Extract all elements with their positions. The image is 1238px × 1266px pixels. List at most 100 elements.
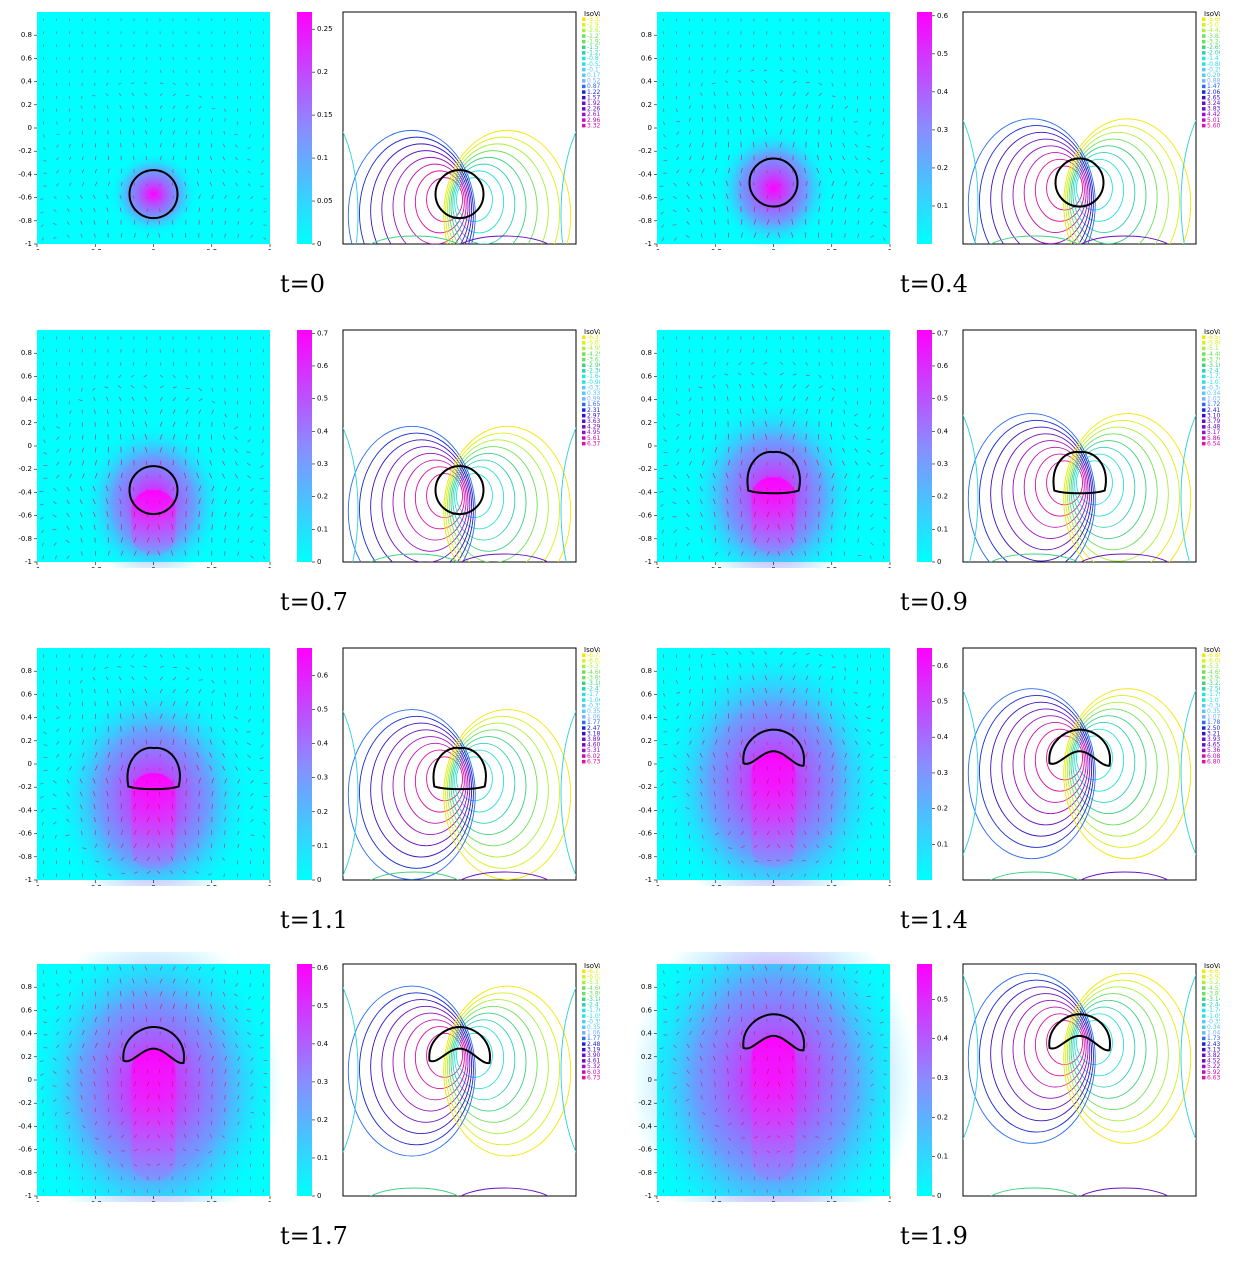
isovalue-entry: 4.65211 (1207, 742, 1220, 749)
velocity-arrow (870, 1112, 872, 1116)
velocity-arrow (172, 82, 176, 85)
contour-line (426, 177, 463, 223)
velocity-arrow (672, 1072, 677, 1074)
isovalue-swatch (1202, 346, 1206, 351)
isovalue-swatch (582, 743, 586, 747)
velocity-arrow (222, 1043, 226, 1048)
velocity-arrow (701, 375, 703, 379)
isovalue-entry: 0.355606 (1207, 708, 1220, 715)
velocity-arrow (80, 817, 83, 823)
velocity-arrow (727, 116, 729, 122)
contour-line (1001, 138, 1091, 244)
velocity-arrow (857, 233, 860, 238)
velocity-arrow (676, 436, 680, 440)
velocity-arrow (831, 1068, 833, 1074)
y-tick-label: 0 (28, 442, 32, 450)
colorbar-tick-label: 0 (317, 876, 321, 884)
velocity-arrow (663, 1008, 668, 1011)
simulation-panel: -1-0.500.510.80.60.40.20-0.2-0.4-0.6-0.8… (630, 952, 1220, 1202)
velocity-arrow (211, 689, 215, 694)
velocity-arrow (52, 514, 57, 518)
velocity-arrow (714, 1016, 718, 1023)
velocity-arrow (92, 791, 96, 797)
velocity-arrow (663, 147, 668, 150)
colorbar-tick-label: 0.5 (317, 395, 328, 403)
velocity-arrow (132, 142, 135, 148)
velocity-arrow (699, 1056, 703, 1061)
isovalue-entry: -1.92511 (587, 38, 600, 45)
velocity-arrow (727, 154, 730, 161)
isovalue-swatch (582, 369, 586, 373)
velocity-arrow (211, 194, 214, 200)
velocity-arrow (94, 817, 96, 823)
velocity-arrow (727, 232, 730, 238)
y-tick-label: -0.8 (18, 217, 32, 225)
velocity-arrow (818, 1042, 821, 1048)
isovalue-swatch (582, 118, 586, 122)
velocity-arrow (714, 713, 717, 719)
velocity-arrow (831, 206, 834, 212)
contour-line (452, 1019, 516, 1101)
velocity-arrow (237, 830, 240, 835)
velocity-arrow (857, 525, 860, 530)
velocity-arrow (663, 121, 665, 125)
velocity-arrow (132, 446, 135, 453)
isovalue-swatch (1202, 335, 1206, 339)
velocity-arrows (659, 651, 888, 878)
isovalue-entry: 6.08428 (1207, 753, 1220, 760)
velocity-arrow (817, 1003, 820, 1010)
velocity-arrow (209, 1017, 213, 1023)
velocity-arrow (133, 1120, 137, 1126)
isovalue-entry: 4.95667 (587, 429, 600, 436)
isovalue-swatch (1202, 51, 1206, 55)
velocity-arrow (107, 1029, 111, 1035)
velocity-arrow (144, 1003, 148, 1010)
velocity-arrow (246, 1019, 251, 1023)
isovalue-entry: -1.03164 (1207, 379, 1220, 386)
velocity-arrow (792, 129, 796, 135)
velocity-arrow (701, 714, 704, 719)
velocity-arrow (132, 105, 135, 109)
velocity-arrow (818, 206, 820, 212)
y-tick-label: -0.8 (18, 853, 32, 861)
bubble-interface (748, 157, 799, 208)
velocity-arrow (857, 1069, 860, 1074)
x-tick-label: -1 (654, 248, 661, 250)
velocity-arrow (726, 206, 729, 212)
velocity-arrow (740, 154, 743, 161)
velocity-arrow (714, 739, 718, 745)
velocity-arrow (198, 1055, 201, 1061)
velocity-arrow (713, 663, 716, 668)
velocity-arrow (740, 1150, 744, 1155)
velocity-arrow (81, 752, 85, 758)
velocity-arrow (686, 207, 690, 212)
velocity-arrow (700, 82, 703, 87)
velocity-arrow (712, 193, 716, 200)
velocity-arrow (81, 714, 84, 719)
velocity-arrow (779, 688, 783, 694)
velocity-arrow (777, 1094, 781, 1100)
velocity-arrow (56, 144, 59, 148)
isovalue-swatch (582, 709, 586, 713)
velocity-arrow (66, 208, 70, 212)
contour-line (1074, 158, 1125, 222)
velocity-arrow (43, 159, 47, 162)
velocity-arrow (791, 790, 794, 797)
contour-line (343, 427, 359, 562)
velocity-arrow (701, 1030, 705, 1036)
velocity-arrow (222, 1004, 226, 1010)
isovalue-swatch (1202, 112, 1206, 117)
velocity-arrow (224, 1068, 227, 1074)
velocity-arrow (689, 740, 692, 745)
velocity-arrow (701, 701, 704, 707)
velocity-arrow (159, 1017, 162, 1023)
contour-line (1074, 728, 1125, 792)
contour-line (1080, 871, 1169, 880)
velocity-arrow (66, 555, 70, 559)
velocity-arrow (260, 465, 264, 468)
velocity-arrow (105, 485, 109, 492)
velocity-arrow (715, 832, 719, 836)
velocity-arrow (79, 486, 83, 492)
colorbar-tick-label: 0.4 (937, 1035, 949, 1043)
isovalue-swatch (582, 341, 586, 345)
